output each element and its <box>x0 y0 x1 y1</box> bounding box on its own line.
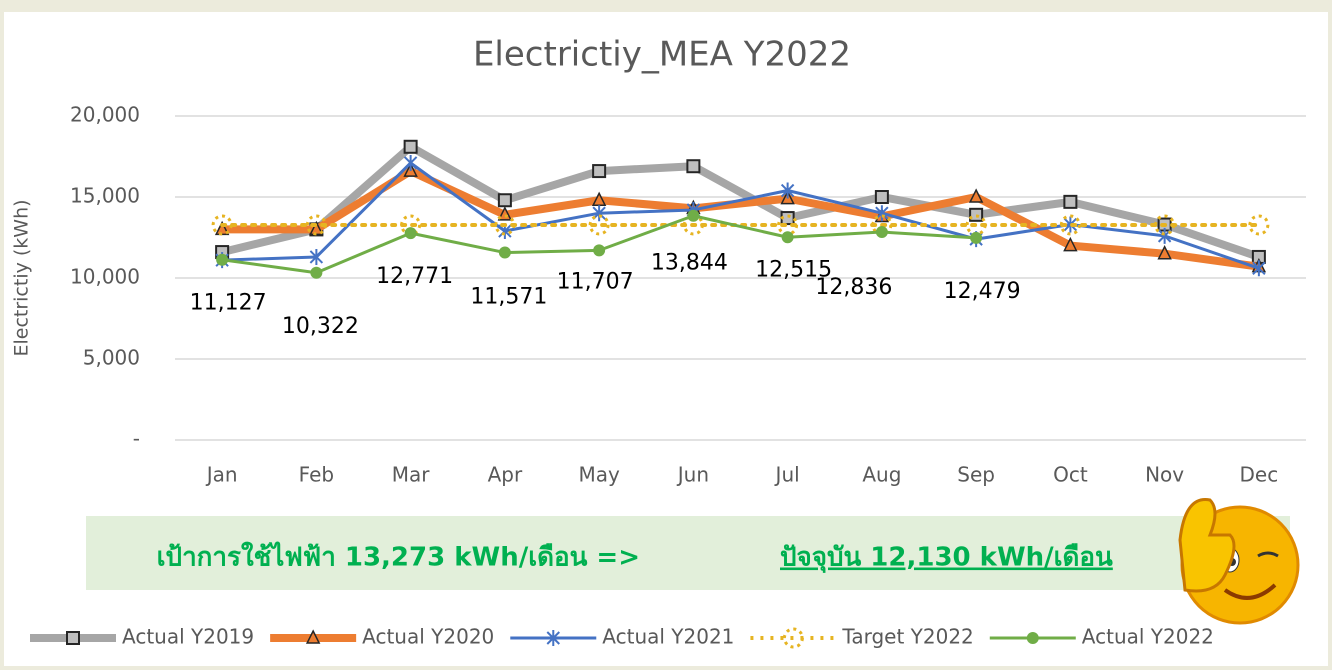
marker <box>782 627 804 649</box>
marker <box>875 226 888 239</box>
marker <box>404 227 417 240</box>
x-tick-label: Oct <box>1053 463 1088 487</box>
marker <box>211 214 233 236</box>
marker <box>592 164 607 179</box>
marker <box>687 209 700 222</box>
marker <box>1252 260 1266 277</box>
marker <box>310 266 323 279</box>
series-line <box>218 142 1263 261</box>
legend-label: Actual Y2021 <box>602 625 734 649</box>
marker <box>1063 236 1078 252</box>
data-label: 12,515 <box>755 257 832 282</box>
data-label: 11,571 <box>470 285 547 310</box>
legend-label: Target Y2022 <box>841 625 973 649</box>
marker <box>1248 214 1270 236</box>
marker <box>494 214 516 236</box>
marker <box>874 190 889 204</box>
x-tick-label: Feb <box>299 463 334 487</box>
y-tick-label: - <box>133 427 140 451</box>
legend-label: Actual Y2019 <box>122 625 254 649</box>
marker <box>403 154 418 171</box>
x-tick-label: Jan <box>205 463 238 487</box>
x-tick-label: Jun <box>676 463 709 487</box>
marker <box>593 244 606 257</box>
x-tick-label: Nov <box>1145 463 1184 487</box>
x-tick-label: Aug <box>862 463 901 487</box>
marker <box>968 188 984 203</box>
marker <box>1063 194 1078 209</box>
marker <box>497 206 513 221</box>
data-label: 12,479 <box>944 279 1021 304</box>
x-tick-label: Apr <box>488 463 523 487</box>
y-tick-label: 15,000 <box>70 184 140 208</box>
marker <box>66 631 80 645</box>
y-tick-label: 20,000 <box>70 103 140 127</box>
y-tick-label: 10,000 <box>70 265 140 289</box>
data-label: 11,127 <box>190 291 267 316</box>
marker <box>1157 245 1172 260</box>
x-tick-label: May <box>578 463 620 487</box>
marker <box>403 139 418 154</box>
marker <box>498 246 511 259</box>
y-axis-label: Electrictiy (kWh) <box>11 199 33 356</box>
marker <box>970 231 983 244</box>
series <box>215 139 1266 264</box>
banner-current: ปัจจุบัน 12,130 kWh/เดือน <box>780 543 1113 574</box>
x-tick-label: Sep <box>957 463 995 487</box>
data-label: 13,844 <box>651 251 728 276</box>
marker <box>1059 214 1081 236</box>
series: 11,127 10,322 12,771 11,571 11,707 13,844 12,5… <box>190 209 1021 339</box>
banner-target: เป้าการใช้ไฟฟ้า 13,273 kWh/เดือน => <box>157 541 640 573</box>
chart-title: Electrictiy_MEA Y2022 <box>473 35 851 75</box>
data-label: 12,771 <box>376 264 453 289</box>
data-label: 11,707 <box>557 269 634 294</box>
marker <box>588 214 610 236</box>
legend-label: Actual Y2022 <box>1082 625 1214 649</box>
data-label: 10,322 <box>282 314 359 339</box>
x-tick-label: Mar <box>392 463 431 487</box>
marker <box>309 248 324 265</box>
banner <box>86 516 1290 590</box>
marker <box>1154 214 1176 236</box>
marker <box>546 630 560 646</box>
marker <box>305 629 321 644</box>
marker <box>305 214 327 236</box>
y-tick-label: 5,000 <box>83 346 140 370</box>
thumbs-up-emoji <box>1178 498 1300 625</box>
x-tick-label: Jul <box>774 463 800 487</box>
marker <box>497 193 512 208</box>
legend-label: Actual Y2020 <box>362 625 494 649</box>
marker <box>1026 632 1039 644</box>
data-label: 12,836 <box>815 275 892 300</box>
marker <box>781 231 794 244</box>
series-line <box>218 167 1263 271</box>
marker <box>686 159 701 174</box>
x-tick-label: Dec <box>1240 463 1279 487</box>
marker <box>780 182 795 199</box>
marker <box>216 253 229 266</box>
